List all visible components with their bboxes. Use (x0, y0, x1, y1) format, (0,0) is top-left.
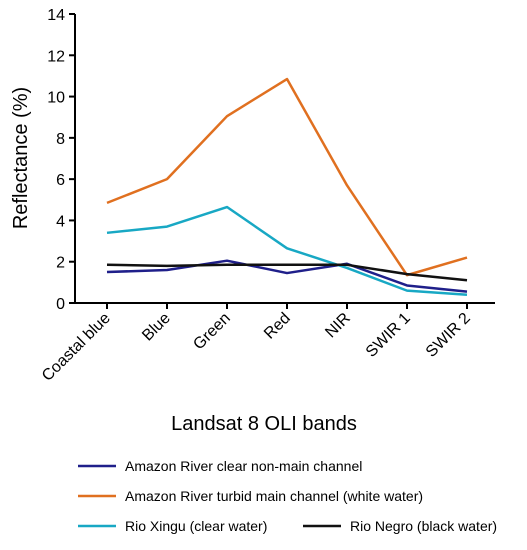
x-tick-label: Green (190, 310, 233, 353)
y-tick-label: 12 (47, 48, 65, 65)
series-lines (106, 77, 468, 296)
x-tick-label: SWIR 1 (363, 310, 414, 361)
legend: Amazon River clear non-main channel Amazo… (78, 458, 497, 534)
y-axis-title: Reflectance (%) (10, 87, 32, 229)
legend-label: Amazon River clear non-main channel (125, 458, 362, 474)
y-tick-label: 14 (47, 7, 65, 24)
x-tick-label: NIR (322, 310, 354, 342)
x-axis-title: Landsat 8 OLI bands (171, 413, 357, 435)
x-axis-ticks: Coastal blue Blue Green Red NIR SWIR 1 SWIR 2 (39, 303, 474, 385)
series-line-3 (106, 263, 468, 282)
y-tick-label: 6 (56, 172, 65, 189)
y-tick-label: 0 (56, 296, 65, 313)
y-axis-ticks: 0 2 4 6 8 10 12 14 (47, 7, 75, 313)
x-tick-label: Red (261, 310, 294, 343)
x-tick-label: Coastal blue (39, 310, 114, 385)
y-tick-label: 4 (56, 213, 65, 230)
legend-label: Rio Xingu (clear water) (125, 518, 267, 534)
y-tick-label: 10 (47, 90, 65, 107)
legend-label: Rio Negro (black water) (350, 518, 497, 534)
series-line-0 (106, 259, 468, 293)
y-tick-label: 2 (56, 255, 65, 272)
y-tick-label: 8 (56, 131, 65, 148)
legend-label: Amazon River turbid main channel (white … (125, 488, 423, 504)
x-tick-label: SWIR 2 (423, 310, 474, 361)
series-line-1 (106, 77, 468, 277)
series-line-2 (106, 205, 468, 296)
x-tick-label: Blue (139, 310, 174, 345)
